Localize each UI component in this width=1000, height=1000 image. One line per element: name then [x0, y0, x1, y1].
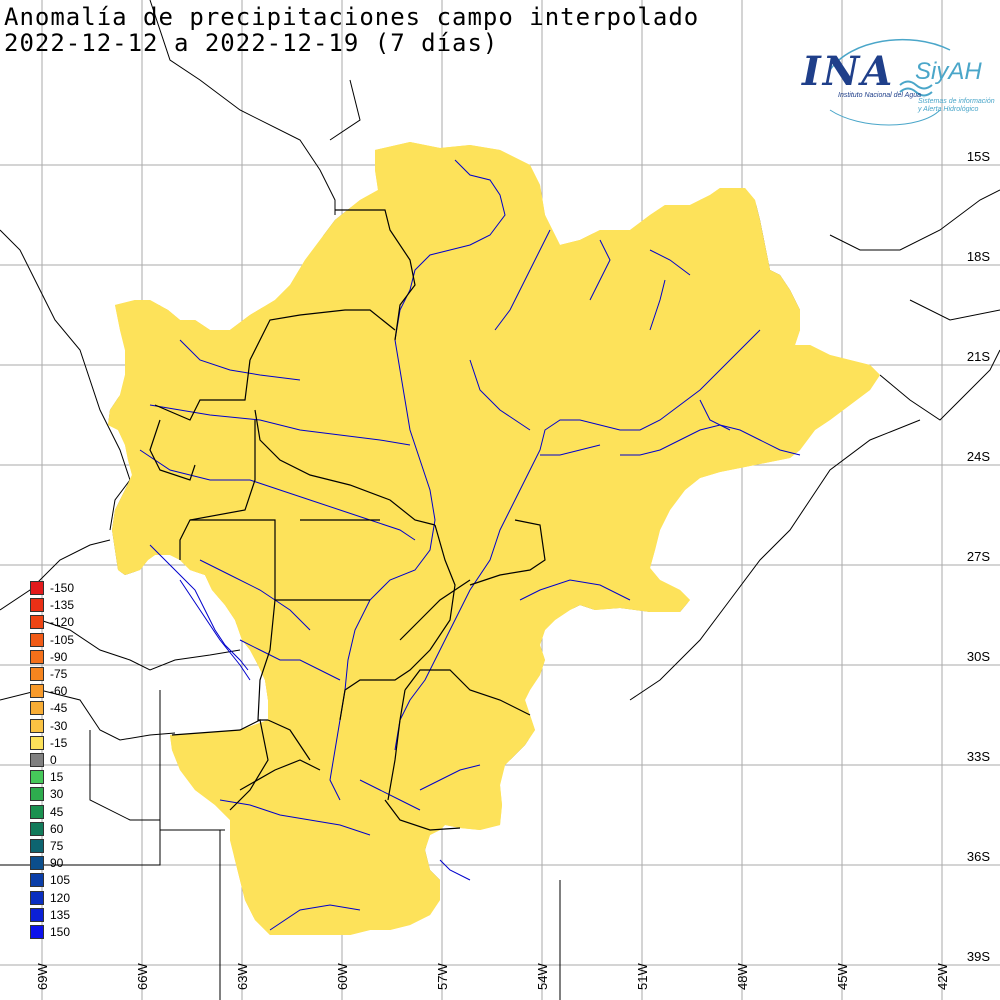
legend-entry: -135: [30, 597, 74, 613]
legend-label: -150: [50, 581, 75, 595]
latitude-label: 33S: [964, 749, 992, 764]
legend-entry: -105: [30, 632, 74, 648]
legend-label: -135: [50, 598, 75, 613]
legend-entry: 30: [30, 786, 63, 802]
legend-entry: 45: [30, 804, 63, 820]
legend-swatch: [30, 718, 44, 733]
latitude-label: 18S: [964, 249, 992, 264]
latitude-label: 24S: [964, 449, 992, 464]
rivers: [139, 159, 801, 931]
legend-swatch: [30, 667, 44, 681]
logo-ina-subtitle: Instituto Nacional del Agua: [838, 92, 922, 99]
legend-swatch: [30, 649, 44, 664]
boundaries: [149, 209, 546, 831]
legend-label: 135: [50, 907, 71, 922]
legend-label: 15: [50, 770, 64, 785]
longitude-label: 51W: [635, 963, 650, 990]
legend-swatch: [30, 701, 44, 716]
anomaly-field: [107, 141, 881, 936]
legend-entry: -15: [30, 735, 67, 751]
legend-label: -15: [50, 735, 68, 750]
legend-label: 75: [50, 839, 64, 853]
legend-swatch: [30, 873, 44, 888]
latitude-label: 15S: [964, 149, 992, 164]
legend-entry: 105: [30, 872, 70, 888]
legend-entry: -60: [30, 683, 67, 699]
legend-swatch: [30, 770, 44, 785]
legend-label: 30: [50, 787, 64, 802]
map-title: Anomalía de precipitaciones campo interp…: [4, 3, 700, 31]
legend-entry: 150: [30, 924, 70, 940]
legend-entry: 60: [30, 821, 63, 837]
legend-swatch: [30, 632, 44, 647]
longitude-label: 69W: [35, 963, 50, 990]
longitude-label: 66W: [135, 963, 150, 990]
legend-entry: -150: [30, 580, 74, 596]
logo-siyah-subtitle-1: Sistemas de información: [918, 98, 995, 105]
longitude-label: 63W: [235, 963, 250, 990]
legend-swatch: [30, 856, 44, 871]
legend-swatch: [30, 753, 44, 767]
longitude-label: 42W: [935, 963, 950, 990]
legend-label: 105: [50, 873, 71, 888]
legend-entry: -30: [30, 718, 67, 734]
legend-label: -105: [50, 632, 75, 647]
latitude-label: 21S: [964, 349, 992, 364]
legend-label: -45: [50, 701, 68, 716]
latitude-label: 30S: [964, 649, 992, 664]
latitude-label: 27S: [964, 549, 992, 564]
river-west: [149, 544, 249, 671]
legend-entry: 0: [30, 752, 57, 768]
logo-siyah-subtitle-2: y Alerta Hidrológico: [918, 106, 979, 113]
legend-swatch: [30, 821, 44, 836]
ina-siyah-logo: INA SiyAH Instituto Nacional del Agua Si…: [790, 30, 995, 130]
legend-label: -75: [50, 667, 68, 681]
longitude-label: 48W: [735, 963, 750, 990]
longitude-label: 54W: [535, 963, 550, 990]
legend-swatch: [30, 787, 44, 802]
map-date-range: 2022-12-12 a 2022-12-19 (7 días): [4, 29, 499, 57]
legend-entry: -120: [30, 614, 74, 630]
legend-label: 60: [50, 821, 64, 836]
legend-entry: 75: [30, 838, 63, 854]
legend-label: -120: [50, 615, 75, 630]
legend-entry: 15: [30, 769, 63, 785]
latitude-label: 36S: [964, 849, 992, 864]
legend-entry: 120: [30, 890, 70, 906]
legend-label: 150: [50, 925, 71, 939]
legend-entry: 90: [30, 855, 63, 871]
legend-label: 90: [50, 856, 64, 871]
legend-swatch: [30, 839, 44, 853]
latitude-label: 39S: [964, 949, 992, 964]
longitude-label: 57W: [435, 963, 450, 990]
legend-swatch: [30, 598, 44, 613]
longitude-label: 60W: [335, 963, 350, 990]
legend-entry: 135: [30, 907, 70, 923]
legend-swatch: [30, 735, 44, 750]
legend-swatch: [30, 615, 44, 630]
logo-ina-text: INA: [802, 48, 895, 95]
legend-label: 120: [50, 890, 71, 905]
legend-swatch: [30, 925, 44, 939]
legend-label: -30: [50, 718, 68, 733]
logo-siyah-text: SiyAH: [915, 58, 982, 85]
legend-swatch: [30, 907, 44, 922]
logo-swoosh-icon: [829, 38, 951, 126]
legend-entry: -45: [30, 700, 67, 716]
legend-entry: -90: [30, 649, 67, 665]
legend-label: -60: [50, 684, 68, 699]
legend-swatch: [30, 684, 44, 699]
legend-swatch: [30, 804, 44, 819]
legend-label: -90: [50, 649, 68, 664]
longitude-label: 45W: [835, 963, 850, 990]
legend-swatch: [30, 890, 44, 905]
legend-label: 0: [50, 753, 57, 767]
legend-label: 45: [50, 804, 64, 819]
legend-swatch: [30, 581, 44, 595]
legend-entry: -75: [30, 666, 67, 682]
